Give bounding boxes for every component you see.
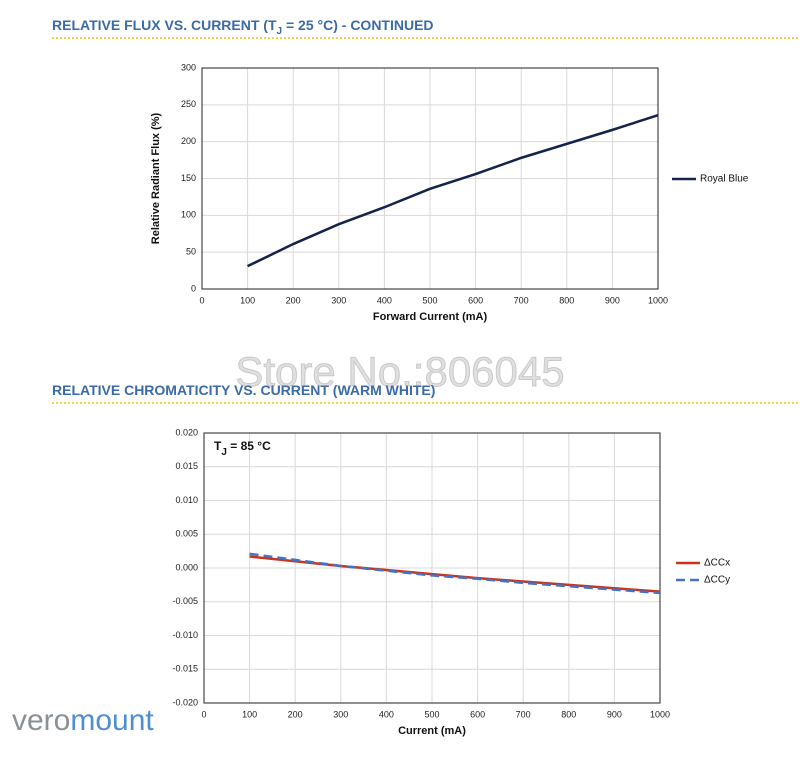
x-tick-label: 700 (516, 709, 531, 719)
series-line (249, 552, 661, 595)
series-line (247, 113, 659, 268)
x-tick-label: 400 (377, 295, 392, 305)
logo-part: vero (12, 704, 70, 737)
x-tick-label: 0 (201, 709, 206, 719)
plot-frame (201, 67, 659, 290)
y-tick-label: 300 (181, 62, 196, 72)
series-line (249, 555, 661, 593)
y-tick-label: 100 (181, 210, 196, 220)
x-tick-label: 900 (605, 295, 620, 305)
x-tick-label: 0 (199, 295, 204, 305)
x-tick-label: 400 (379, 709, 394, 719)
x-tick-label: 1000 (648, 295, 668, 305)
y-tick-label: -0.015 (172, 664, 198, 674)
heading-part: RELATIVE FLUX VS. CURRENT (T (52, 17, 277, 33)
x-tick-label: 200 (286, 295, 301, 305)
y-tick-label: 50 (186, 247, 196, 257)
y-tick-label: 0.010 (175, 495, 198, 505)
heading-part: = 25 °C) - CONTINUED (282, 17, 433, 33)
chart: -0.020 -0.015 -0.010 -0.005 0.000 0.005 0.010 0… (172, 427, 730, 737)
y-tick-label: 0.020 (175, 427, 198, 437)
y-tick-label: 0.000 (175, 562, 198, 572)
y-tick-label: 150 (181, 173, 196, 183)
x-tick-label: 300 (333, 709, 348, 719)
x-tick-label: 500 (422, 295, 437, 305)
legend-label: ΔCCy (704, 575, 730, 586)
legend-label: Royal Blue (700, 174, 749, 185)
logo: veromount (12, 704, 154, 737)
x-tick-label: 300 (331, 295, 346, 305)
watermark: Store No.:806045 (235, 348, 564, 395)
y-tick-label: -0.020 (172, 697, 198, 707)
x-tick-label: 100 (240, 295, 255, 305)
section-heading: RELATIVE FLUX VS. CURRENT (TJ = 25 °C) -… (52, 17, 434, 37)
y-axis-label: Relative Radiant Flux (%) (150, 112, 162, 244)
annotation: TJ = 85 °C (214, 439, 271, 458)
plot-frame (203, 432, 661, 704)
y-tick-label: 0.005 (175, 529, 198, 539)
heading-subscript: J (277, 26, 283, 37)
y-tick-label: 0.015 (175, 461, 198, 471)
x-tick-label: 500 (424, 709, 439, 719)
legend-label: ΔCCx (704, 558, 730, 569)
x-tick-label: 200 (288, 709, 303, 719)
annotation-group: TJ = 85 °C (214, 439, 271, 458)
section-heading: RELATIVE CHROMATICITY VS. CURRENT (WARM … (52, 382, 435, 398)
x-tick-label: 1000 (650, 709, 670, 719)
x-tick-label: 800 (561, 709, 576, 719)
logo-part: mount (70, 704, 154, 737)
y-tick-label: 0 (191, 283, 196, 293)
y-tick-label: 250 (181, 99, 196, 109)
x-axis-label: Current (mA) (398, 725, 466, 737)
x-tick-label: 100 (242, 709, 257, 719)
x-tick-label: 600 (468, 295, 483, 305)
y-tick-label: -0.005 (172, 596, 198, 606)
annotation-part: T (214, 439, 222, 453)
annotation-subscript: J (221, 447, 227, 458)
x-axis-label: Forward Current (mA) (373, 311, 488, 323)
x-tick-label: 800 (559, 295, 574, 305)
y-tick-label: -0.010 (172, 630, 198, 640)
x-tick-label: 600 (470, 709, 485, 719)
annotation-part: = 85 °C (227, 439, 271, 453)
y-tick-label: 200 (181, 136, 196, 146)
chart: 0 50 100 150 200 250 300 0 100 200 300 400 500 600 700… (150, 62, 749, 323)
x-tick-label: 700 (514, 295, 529, 305)
x-tick-label: 900 (607, 709, 622, 719)
